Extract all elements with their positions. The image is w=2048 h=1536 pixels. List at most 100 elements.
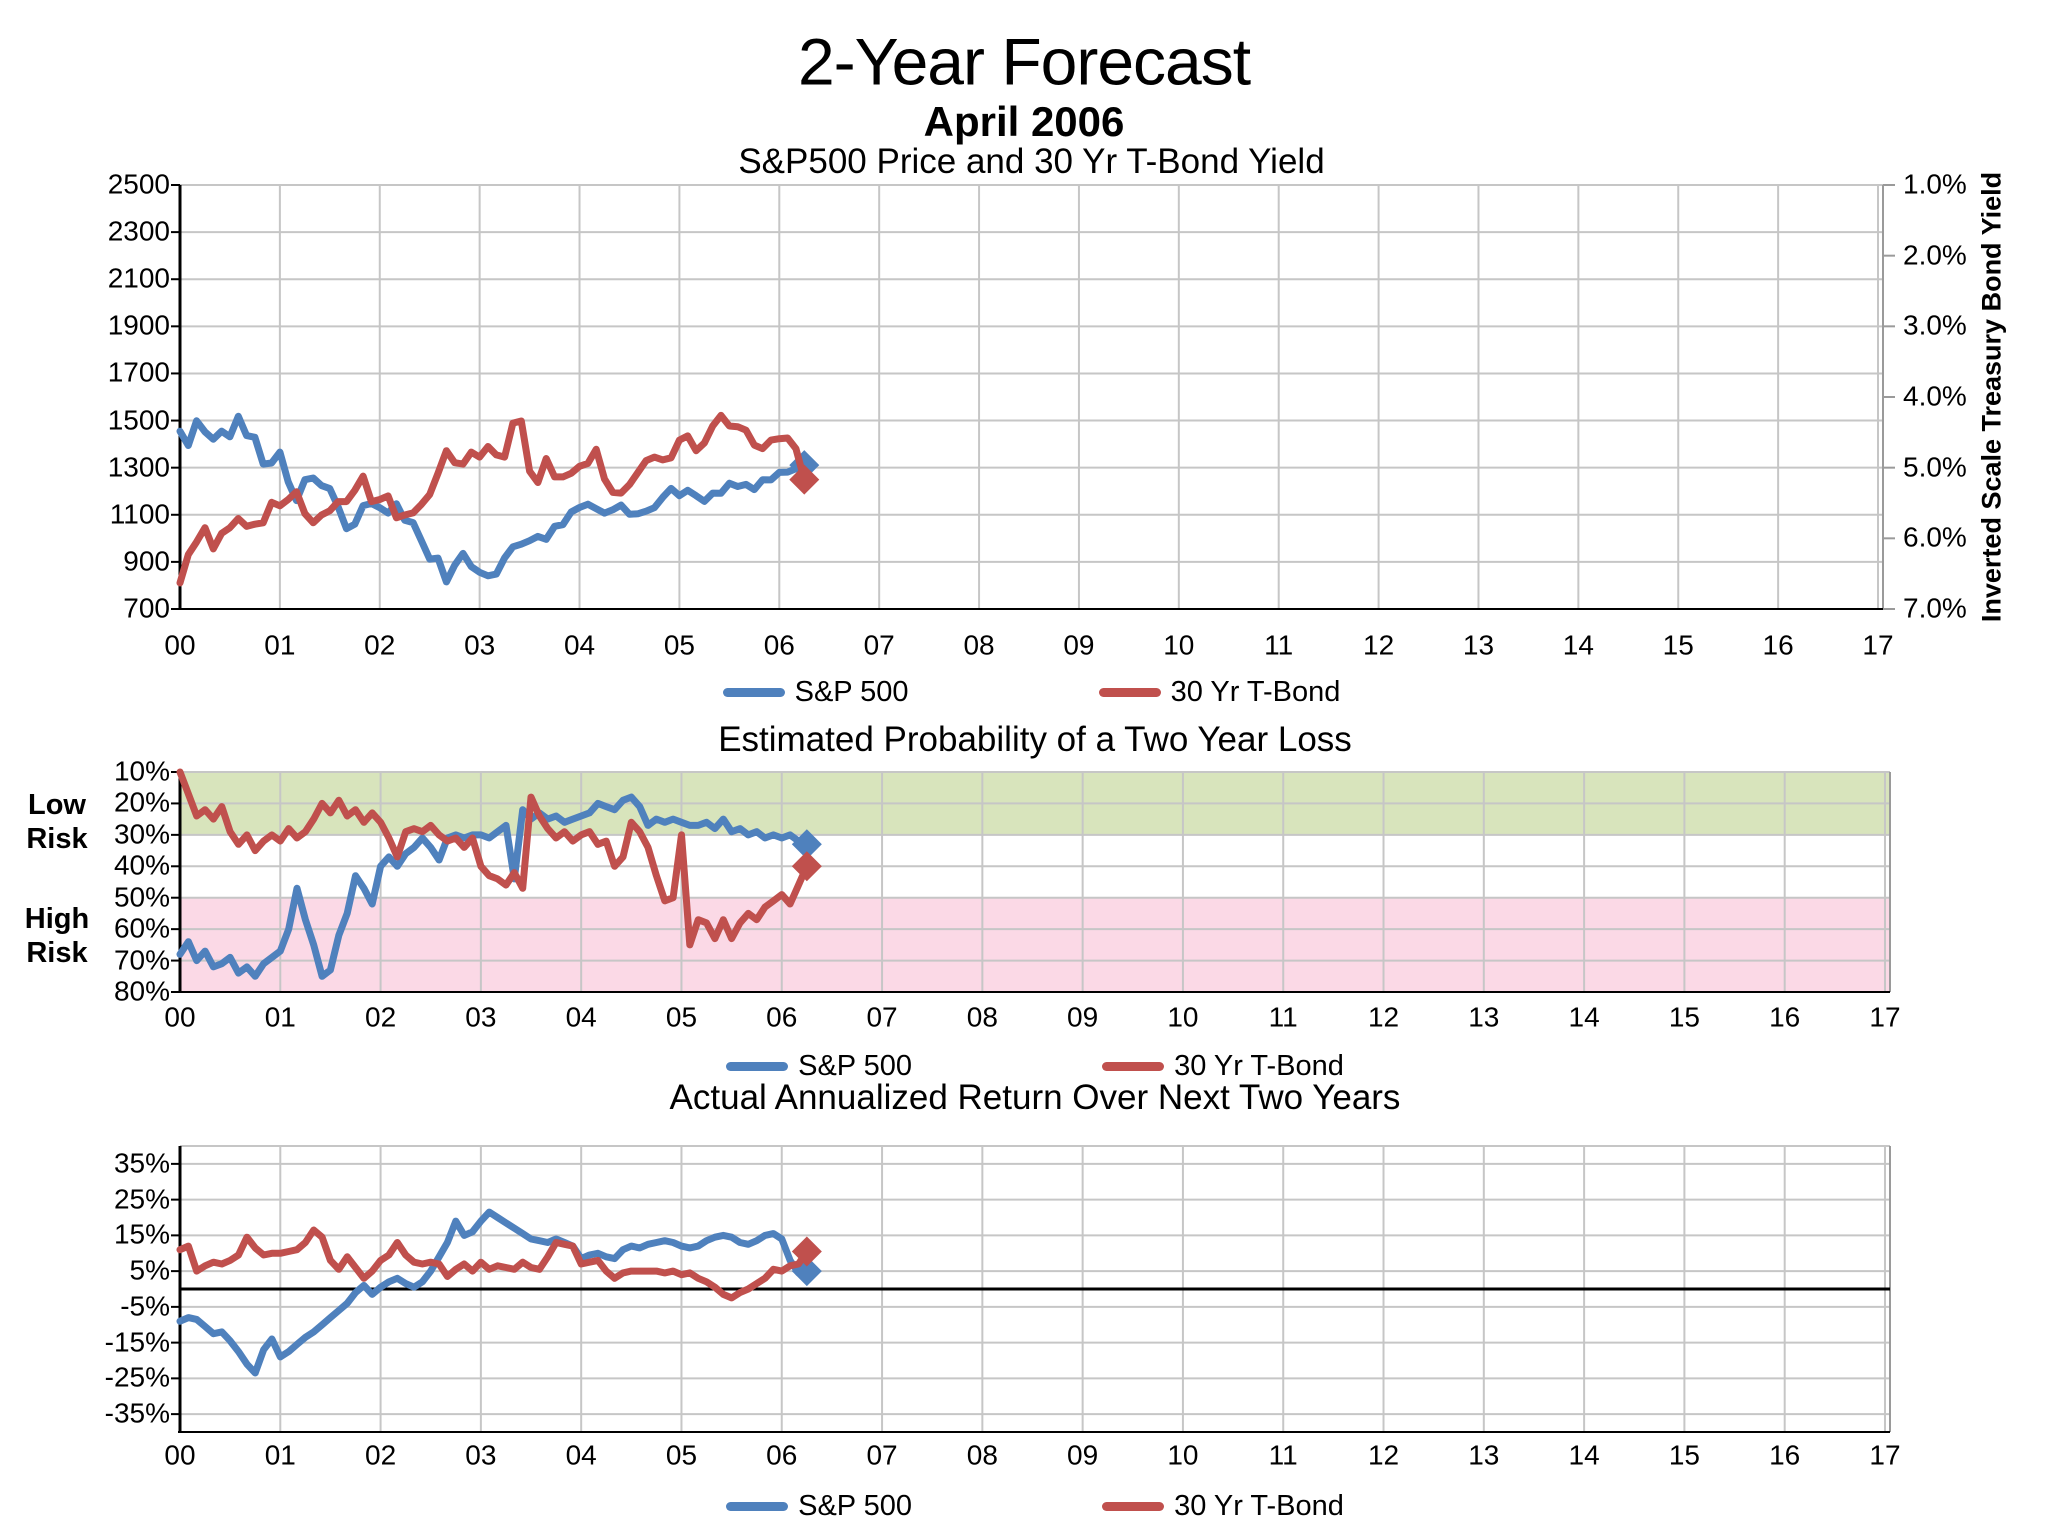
right-y-tick-label: 2.0%: [1903, 239, 1967, 271]
x-tick-label: 04: [565, 1001, 597, 1033]
x-tick-label: 12: [1367, 1439, 1400, 1471]
x-tick-label: 17: [1862, 629, 1894, 661]
legend-loss_probability: S&P 500 30 Yr T-Bond: [180, 1048, 1890, 1084]
right-y-tick-label: 4.0%: [1903, 380, 1967, 412]
x-tick-label: 01: [264, 629, 296, 661]
x-tick-label: 16: [1769, 1001, 1801, 1033]
series-line-30-yr-t-bond: [176, 411, 808, 587]
x-tick-label: 14: [1562, 629, 1594, 661]
y-tick-label: 15%: [113, 1218, 170, 1250]
x-tick-label: 05: [665, 1439, 698, 1471]
legend-item-s-p-500: S&P 500: [726, 1490, 912, 1523]
series-line-s-p-500: [176, 412, 808, 586]
y-tick-label: 50%: [113, 881, 170, 913]
y-tick-label: 25%: [113, 1183, 170, 1215]
x-tick-label: 07: [866, 1439, 898, 1471]
legend-line-swatch-s-p-500: [722, 687, 785, 697]
x-tick-label: 05: [665, 1001, 698, 1033]
y-tick-label: 1100: [109, 498, 170, 530]
series-end-diamond-s-p-500: [791, 829, 822, 860]
risk-zone-label-high: High: [24, 903, 90, 936]
series-line-30-yr-t-bond: [176, 768, 811, 949]
y-tick-label: 70%: [113, 944, 170, 976]
right-y-tick-label: 7.0%: [1903, 592, 1967, 624]
series-line-s-p-500: [176, 793, 811, 980]
x-tick-label: 16: [1762, 629, 1794, 661]
y-tick-label: 1900: [107, 309, 170, 341]
x-tick-label: 11: [1268, 1001, 1298, 1033]
x-tick-label: 10: [1167, 1001, 1199, 1033]
legend-label: 30 Yr T-Bond: [1174, 1049, 1344, 1082]
x-tick-label: 04: [563, 629, 596, 661]
x-tick-label: 17: [1869, 1439, 1901, 1471]
page-date: April 2006: [923, 97, 1125, 145]
series-end-diamond-30-yr-t-bond: [791, 1236, 822, 1267]
y-tick-label: 30%: [113, 818, 170, 850]
y-tick-label: 1500: [107, 404, 170, 436]
x-tick-label: 02: [365, 1439, 397, 1471]
x-tick-label: 06: [766, 1001, 798, 1033]
y-tick-label: 2300: [107, 215, 170, 247]
y-tick-label: -25%: [104, 1361, 170, 1393]
y-tick-label: 10%: [113, 755, 170, 787]
right-axis-title: Inverted Scale Treasury Bond Yield: [1976, 171, 2007, 623]
legend-item-s-p-500: S&P 500: [726, 1050, 912, 1083]
x-tick-label: 12: [1367, 1001, 1400, 1033]
y-tick-label: 900: [123, 545, 170, 577]
y-tick-label: -35%: [104, 1397, 170, 1429]
x-tick-label: 15: [1668, 1439, 1700, 1471]
y-tick-label: 35%: [113, 1147, 170, 1179]
x-tick-label: 10: [1167, 1439, 1199, 1471]
y-tick-label: 2100: [107, 262, 170, 294]
right-y-tick-label: 6.0%: [1903, 521, 1967, 553]
x-tick-label: 08: [966, 1439, 998, 1471]
legend-item-30-yr-t-bond: 30 Yr T-Bond: [1098, 675, 1341, 709]
x-tick-label: 08: [966, 1001, 998, 1033]
legend-label: S&P 500: [798, 1049, 913, 1082]
x-tick-label: 12: [1363, 629, 1395, 661]
right-y-tick-label: 1.0%: [1903, 168, 1967, 200]
x-tick-label: 09: [1067, 1439, 1099, 1471]
x-tick-label: 14: [1568, 1001, 1600, 1033]
x-tick-label: 10: [1163, 629, 1195, 661]
x-tick-label: 03: [465, 1001, 497, 1033]
series-line-30-yr-t-bond: [176, 1226, 811, 1302]
x-tick-label: 13: [1468, 1439, 1500, 1471]
chart-title-annualized_return: Actual Annualized Return Over Next Two Y…: [669, 1077, 1401, 1117]
x-tick-label: 06: [766, 1439, 798, 1471]
x-tick-label: 14: [1568, 1439, 1600, 1471]
y-tick-label: 700: [123, 592, 170, 624]
y-tick-label: 1700: [107, 357, 170, 389]
risk-zone-band: [180, 897, 1890, 992]
x-tick-label: 13: [1468, 1001, 1500, 1033]
legend-line-swatch-30-yr-t-bond: [1102, 1061, 1165, 1071]
x-tick-label: 13: [1462, 629, 1495, 661]
y-tick-label: -15%: [104, 1326, 170, 1358]
x-tick-label: 02: [364, 629, 396, 661]
x-tick-label: 08: [963, 629, 995, 661]
x-tick-label: 01: [264, 1439, 296, 1471]
legend-line-swatch-s-p-500: [726, 1061, 789, 1071]
x-tick-label: 11: [1268, 1439, 1298, 1471]
series-end-diamond-30-yr-t-bond: [789, 464, 820, 495]
x-tick-label: 00: [164, 629, 196, 661]
y-tick-label: 2500: [107, 168, 170, 200]
risk-zone-label-risk: Risk: [26, 937, 88, 970]
right-y-tick-label: 3.0%: [1903, 309, 1967, 341]
legend-label: 30 Yr T-Bond: [1170, 675, 1341, 708]
x-tick-label: 16: [1769, 1439, 1801, 1471]
chart-title-price_yield: S&P500 Price and 30 Yr T-Bond Yield: [738, 141, 1325, 181]
legend-label: S&P 500: [798, 1489, 913, 1522]
x-tick-label: 00: [164, 1439, 196, 1471]
x-tick-label: 15: [1662, 629, 1694, 661]
x-tick-label: 02: [365, 1001, 397, 1033]
x-tick-label: 17: [1869, 1001, 1901, 1033]
x-tick-label: 05: [663, 629, 695, 661]
x-tick-label: 07: [863, 629, 895, 661]
x-tick-label: 03: [464, 629, 496, 661]
page-title: 2-Year Forecast: [797, 24, 1251, 99]
x-tick-label: 07: [866, 1001, 898, 1033]
legend-item-s-p-500: S&P 500: [722, 676, 909, 709]
